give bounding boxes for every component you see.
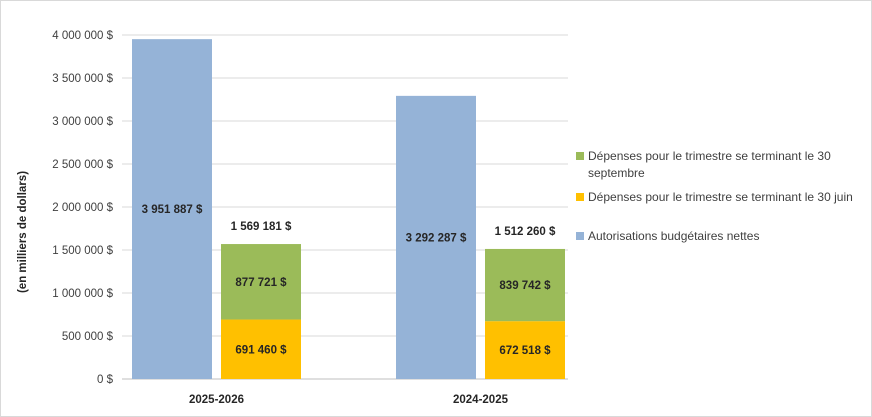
x-category-label: 2025-2026: [189, 394, 244, 406]
bar-segment: [221, 244, 301, 320]
y-tick-label: 3 500 000 $: [52, 73, 113, 85]
bar-data-label: 3 292 287 $: [406, 232, 467, 244]
bar-segment: [396, 95, 476, 380]
y-tick-label: 2 500 000 $: [52, 159, 113, 171]
y-axis-title: (en milliers de dollars): [17, 171, 29, 293]
y-tick-label: 4 000 000 $: [52, 30, 113, 42]
y-tick-label: 500 000 $: [62, 331, 114, 343]
bar-data-label: 691 460 $: [235, 344, 287, 356]
legend: Dépenses pour le trimestre se terminant …: [576, 149, 853, 243]
legend-label: Autorisations budgétaires nettes: [588, 229, 759, 243]
y-tick-label: 3 000 000 $: [52, 116, 113, 128]
bar-data-label: 877 721 $: [235, 277, 287, 289]
y-tick-label: 2 000 000 $: [52, 202, 113, 214]
bar-segment: [485, 248, 565, 322]
legend-swatch: [576, 232, 584, 240]
bar-data-label: 839 742 $: [499, 280, 551, 292]
bar-segment: [485, 321, 565, 379]
y-axis-ticks: 0 $ 500 000 $ 1 000 000 $ 1 500 000 $ 2 000 …: [52, 30, 113, 386]
y-tick-label: 1 000 000 $: [52, 288, 113, 300]
legend-label: Dépenses pour le trimestre se terminant …: [588, 190, 853, 204]
legend-label: septembre: [588, 166, 645, 180]
x-category-label: 2024-2025: [453, 394, 509, 406]
legend-swatch: [576, 152, 584, 160]
total-data-label: 1 569 181 $: [231, 221, 292, 233]
data-labels: 3 951 887 $ 691 460 $ 877 721 $ 1 569 181 $…: [142, 204, 556, 357]
bar-segment: [132, 39, 212, 379]
total-data-label: 1 512 260 $: [495, 226, 556, 238]
bar-data-label: 3 951 887 $: [142, 204, 203, 216]
y-tick-label: 0 $: [97, 374, 114, 386]
bar-segment: [221, 319, 301, 379]
legend-label: Dépenses pour le trimestre se terminant …: [588, 149, 831, 163]
y-tick-label: 1 500 000 $: [52, 245, 113, 257]
bar-data-label: 672 518 $: [499, 345, 551, 357]
bars: [132, 39, 565, 380]
x-axis-categories: 2025-2026 2024-2025: [189, 394, 509, 406]
legend-swatch: [576, 193, 584, 201]
